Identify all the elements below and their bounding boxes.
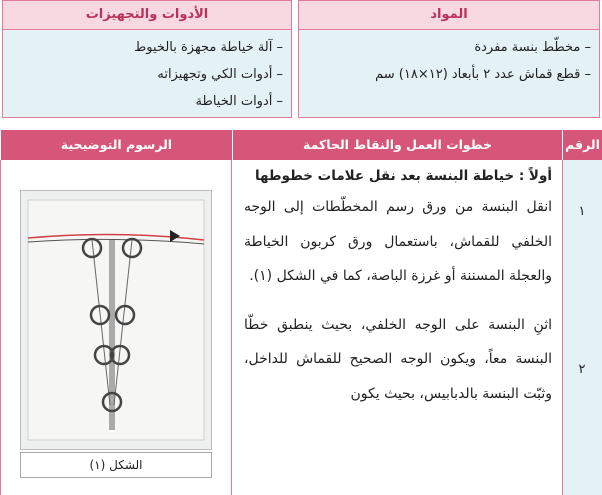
figure-column — [0, 160, 232, 495]
step-number: ٢ — [578, 362, 586, 377]
tools-item: – أدوات الخياطة — [195, 94, 283, 109]
materials-item: – قطع قماش عدد ٢ بأبعاد (١٢×١٨) سم — [375, 67, 591, 82]
header-number: الرقم — [562, 130, 602, 160]
step-text: انقل البنسة من ورق رسم المخطّطات إلى الو… — [244, 199, 552, 284]
step-number: ١ — [578, 204, 586, 219]
steps-content: أولاً : خياطة البنسة بعد نقل علامات خطوط… — [244, 162, 552, 411]
header-figures: الرسوم التوضيحية — [0, 130, 232, 160]
tools-item: – آلة خياطة مجهزة بالخيوط — [134, 40, 283, 55]
section-title: أولاً : خياطة البنسة بعد نقل علامات خطوط… — [254, 168, 552, 184]
figure-caption: الشكل (١) — [20, 452, 212, 478]
tools-box: الأدوات والتجهيزات – آلة خياطة مجهزة بال… — [2, 0, 292, 118]
materials-item: – مخطّط بنسة مفردة — [474, 40, 591, 55]
figure — [20, 190, 212, 450]
tools-item: – أدوات الكي وتجهيزاته — [157, 67, 283, 82]
materials-title: المواد — [299, 1, 599, 30]
materials-box: المواد – مخطّط بنسة مفردة – قطع قماش عدد… — [298, 0, 600, 118]
number-column — [562, 160, 602, 495]
step-text: اثنِ البنسة على الوجه الخلفي، بحيث ينطبق… — [244, 316, 552, 402]
header-steps: خطوات العمل والنقاط الحاكمة — [232, 130, 562, 160]
tools-title: الأدوات والتجهيزات — [3, 1, 291, 30]
